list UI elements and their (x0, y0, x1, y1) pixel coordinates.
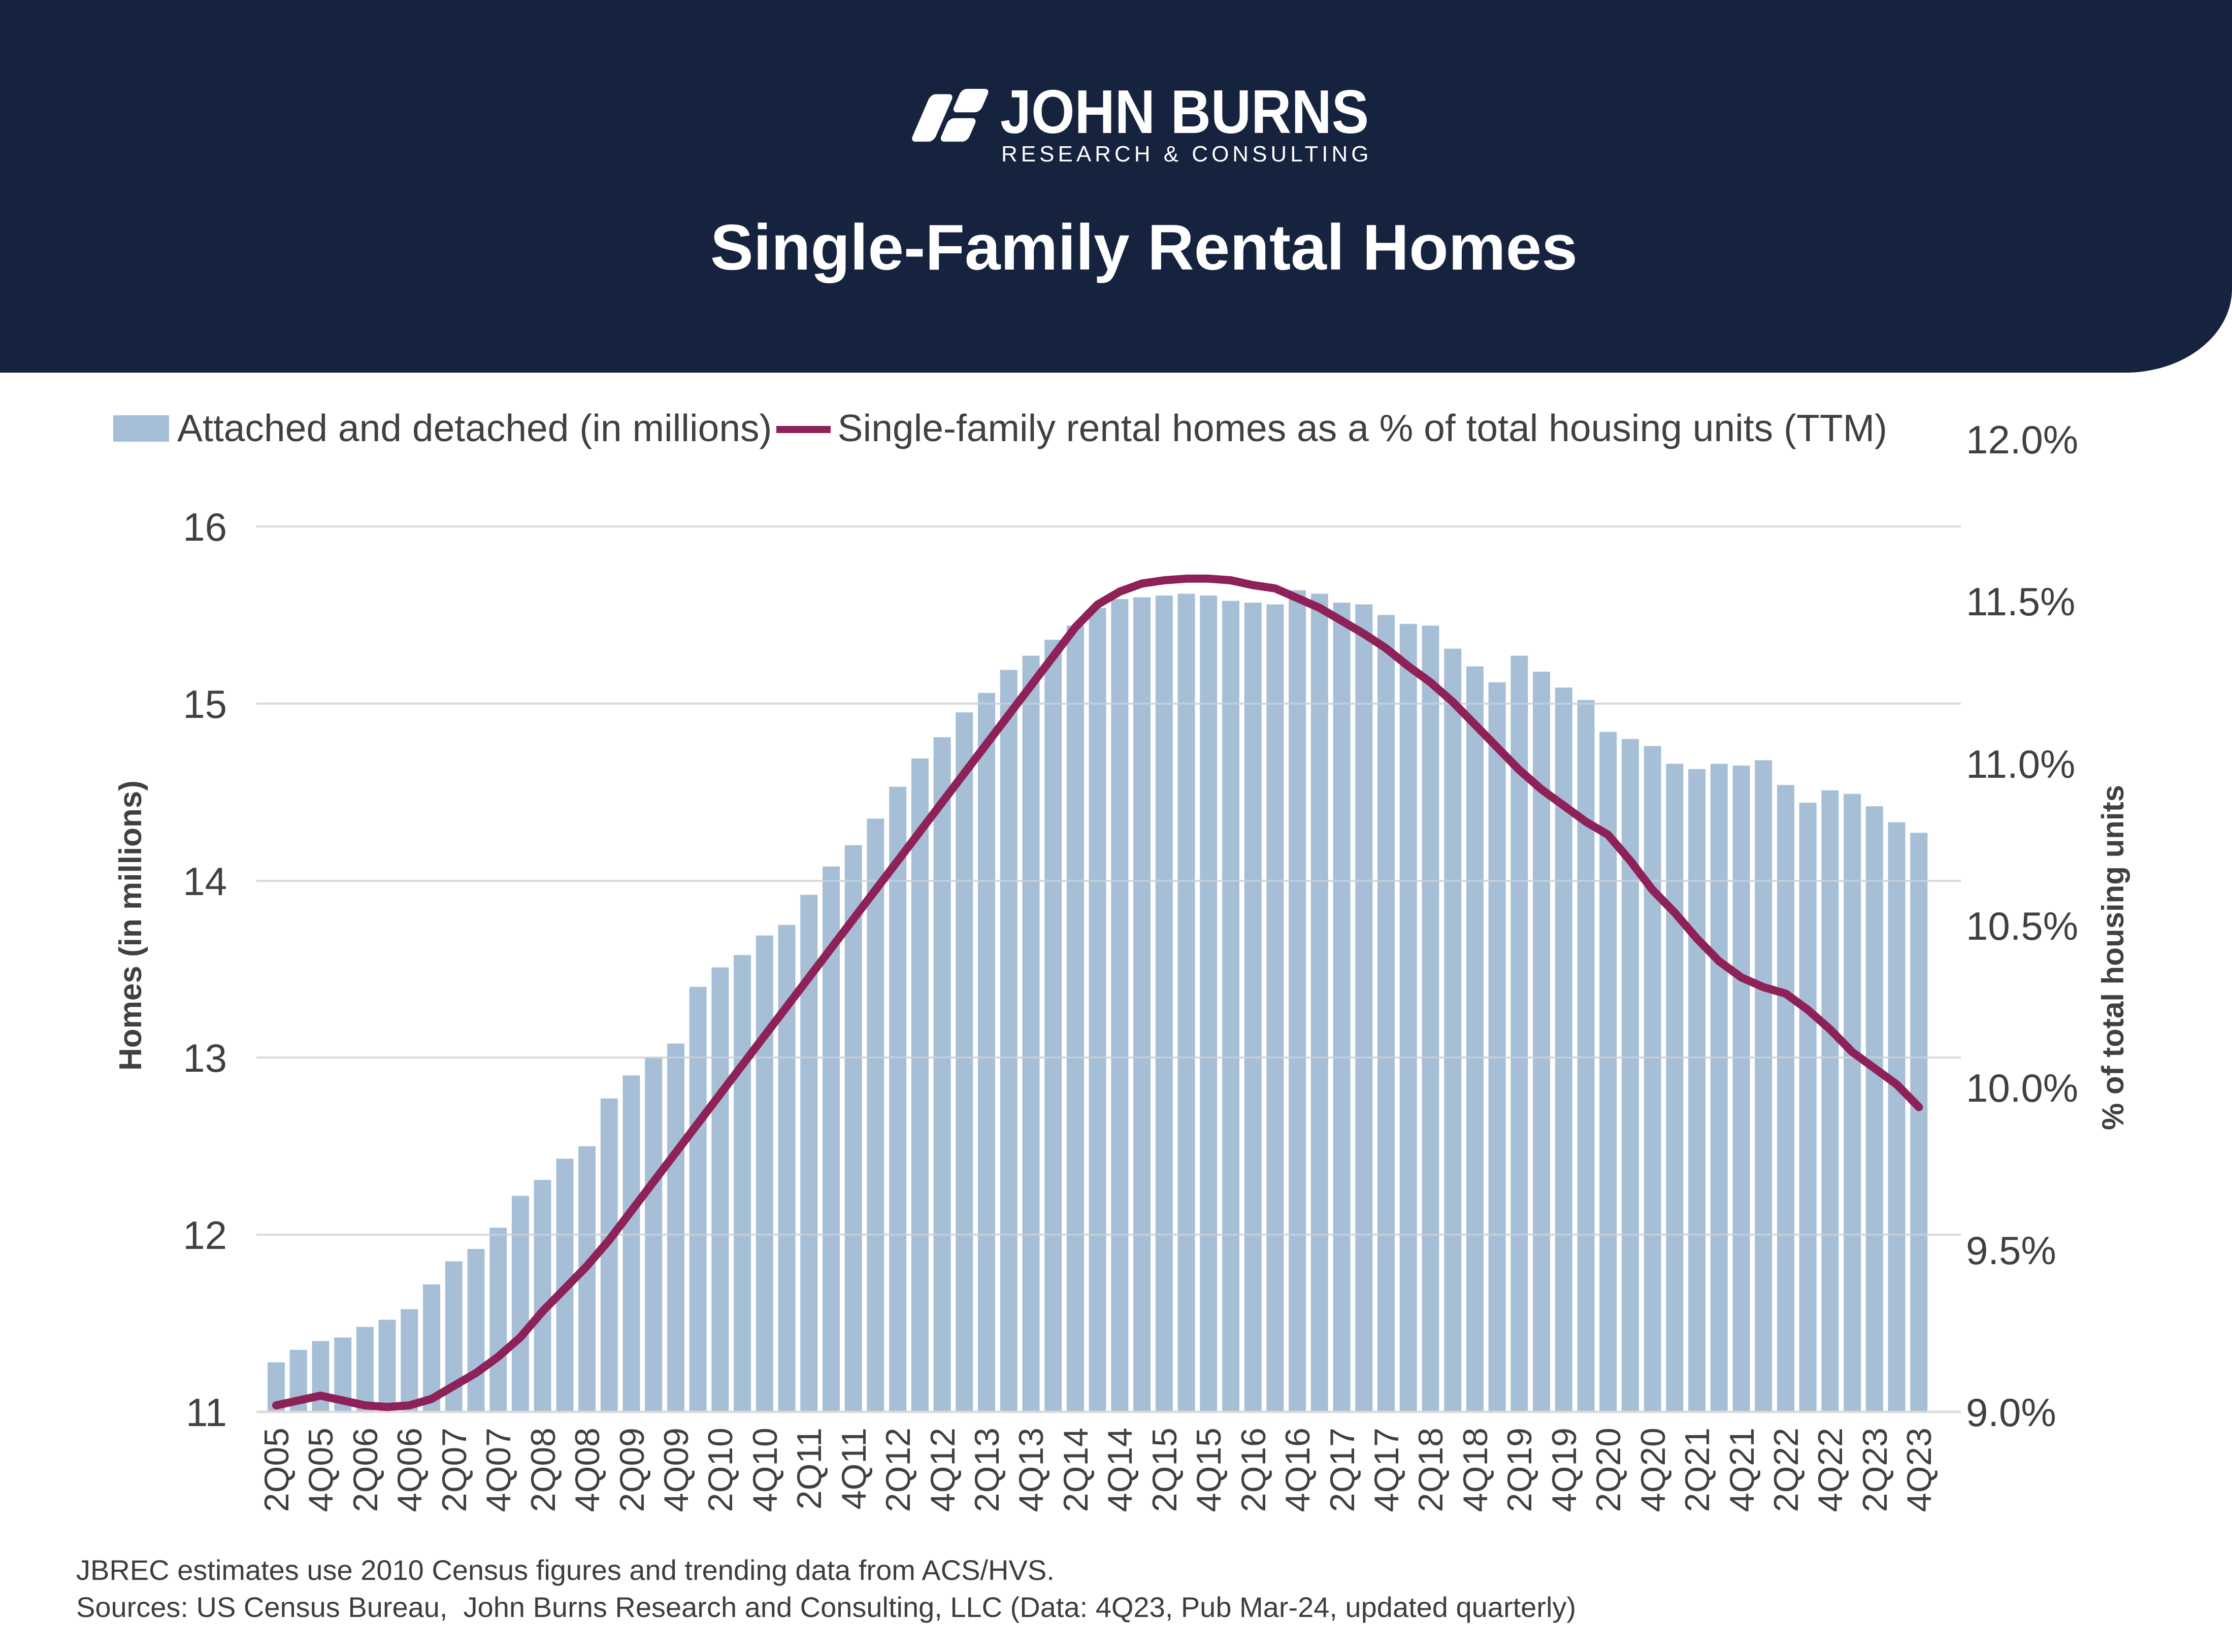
svg-text:4Q18: 4Q18 (1456, 1428, 1495, 1512)
svg-text:2Q08: 2Q08 (524, 1428, 563, 1512)
svg-text:2Q09: 2Q09 (613, 1428, 651, 1512)
svg-text:% of total housing units: % of total housing units (2096, 785, 2130, 1130)
svg-text:4Q05: 4Q05 (302, 1428, 340, 1512)
svg-text:4Q17: 4Q17 (1367, 1428, 1406, 1512)
svg-text:10.5%: 10.5% (1966, 904, 2078, 948)
svg-text:4Q23: 4Q23 (1900, 1428, 1939, 1512)
svg-text:4Q12: 4Q12 (924, 1428, 962, 1512)
svg-text:Homes (in millions): Homes (in millions) (113, 780, 148, 1071)
svg-text:4Q20: 4Q20 (1634, 1428, 1672, 1512)
svg-text:2Q07: 2Q07 (435, 1428, 474, 1512)
svg-text:4Q16: 4Q16 (1278, 1428, 1317, 1512)
svg-text:12.0%: 12.0% (1966, 417, 2078, 462)
svg-text:11.0%: 11.0% (1966, 742, 2075, 786)
svg-text:2Q05: 2Q05 (257, 1428, 296, 1512)
svg-text:12: 12 (183, 1213, 227, 1258)
svg-text:4Q15: 4Q15 (1190, 1428, 1228, 1512)
svg-text:9.5%: 9.5% (1966, 1228, 2056, 1273)
svg-text:2Q18: 2Q18 (1412, 1428, 1450, 1512)
svg-text:9.0%: 9.0% (1966, 1390, 2056, 1435)
svg-text:4Q13: 4Q13 (1012, 1428, 1051, 1512)
svg-text:10.0%: 10.0% (1966, 1066, 2078, 1110)
svg-text:2Q17: 2Q17 (1323, 1428, 1362, 1512)
svg-text:4Q19: 4Q19 (1545, 1428, 1584, 1512)
svg-text:2Q16: 2Q16 (1234, 1428, 1273, 1512)
svg-text:2Q21: 2Q21 (1678, 1428, 1717, 1512)
svg-text:13: 13 (183, 1036, 227, 1080)
svg-text:4Q22: 4Q22 (1811, 1428, 1850, 1512)
svg-text:2Q19: 2Q19 (1500, 1428, 1539, 1512)
svg-text:4Q11: 4Q11 (835, 1428, 873, 1509)
svg-text:16: 16 (183, 505, 227, 549)
svg-text:2Q22: 2Q22 (1767, 1428, 1806, 1512)
svg-text:2Q14: 2Q14 (1057, 1428, 1095, 1512)
svg-text:15: 15 (183, 682, 227, 726)
svg-text:4Q21: 4Q21 (1723, 1428, 1761, 1512)
svg-text:2Q23: 2Q23 (1856, 1428, 1894, 1512)
svg-text:2Q11: 2Q11 (790, 1428, 829, 1509)
svg-text:4Q14: 4Q14 (1101, 1428, 1139, 1512)
svg-text:2Q20: 2Q20 (1589, 1428, 1628, 1512)
svg-text:4Q08: 4Q08 (568, 1428, 607, 1512)
svg-text:2Q13: 2Q13 (968, 1428, 1006, 1512)
svg-text:2Q06: 2Q06 (346, 1428, 385, 1512)
svg-text:4Q10: 4Q10 (746, 1428, 784, 1512)
svg-text:4Q06: 4Q06 (390, 1428, 429, 1512)
svg-text:4Q07: 4Q07 (479, 1428, 518, 1512)
svg-text:2Q12: 2Q12 (879, 1428, 917, 1512)
svg-text:11.5%: 11.5% (1966, 579, 2075, 624)
svg-text:4Q09: 4Q09 (657, 1428, 696, 1512)
svg-text:2Q15: 2Q15 (1145, 1428, 1184, 1512)
svg-text:11: 11 (186, 1390, 227, 1435)
svg-text:14: 14 (183, 859, 227, 904)
svg-text:2Q10: 2Q10 (701, 1428, 740, 1512)
